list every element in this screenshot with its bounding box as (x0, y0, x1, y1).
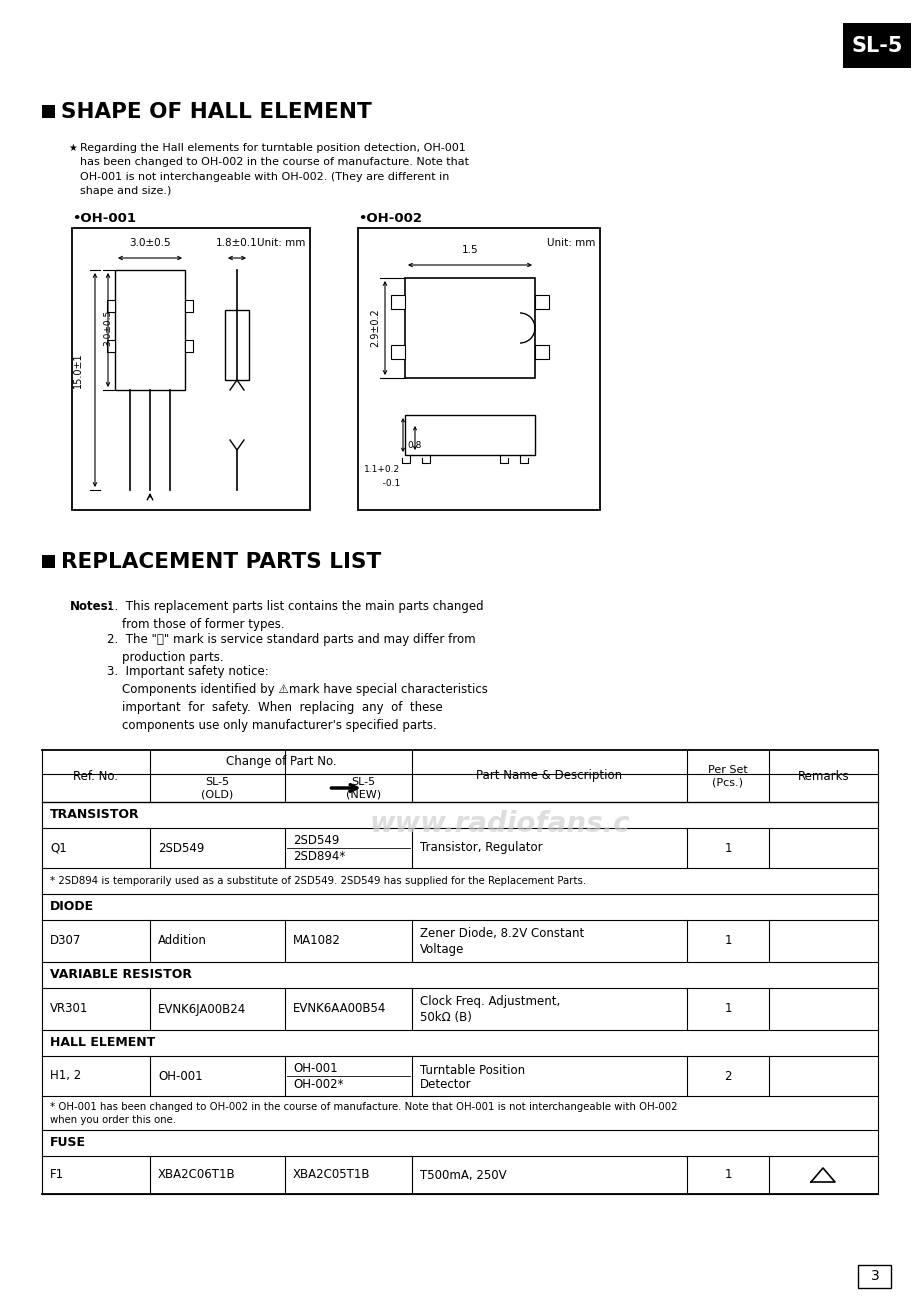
Bar (107, 301, 115, 312)
Bar (857, 1265, 890, 1288)
Text: when you order this one.: when you order this one. (50, 1115, 176, 1125)
Text: XBA2C06T1B: XBA2C06T1B (158, 1168, 235, 1181)
Text: Unit: mm: Unit: mm (546, 238, 595, 248)
Text: REPLACEMENT PARTS LIST: REPLACEMENT PARTS LIST (61, 552, 380, 572)
Text: 1: 1 (723, 1003, 731, 1016)
Text: 2SD549: 2SD549 (158, 842, 204, 855)
Text: DIODE: DIODE (50, 900, 94, 913)
Bar (107, 340, 115, 353)
Bar (357, 228, 599, 510)
Text: MA1082: MA1082 (292, 934, 341, 947)
Text: 1.5: 1.5 (461, 245, 478, 255)
Bar (391, 295, 404, 310)
Text: 2.9±0.2: 2.9±0.2 (369, 308, 380, 347)
Text: 50kΩ (B): 50kΩ (B) (420, 1011, 471, 1024)
Text: EVNK6AA00B54: EVNK6AA00B54 (292, 1003, 386, 1016)
Text: 2: 2 (723, 1069, 731, 1082)
Text: Unit: mm: Unit: mm (256, 238, 305, 248)
Text: * OH-001 has been changed to OH-002 in the course of manufacture. Note that OH-0: * OH-001 has been changed to OH-002 in t… (50, 1102, 676, 1112)
Bar (225, 310, 249, 380)
Text: Zener Diode, 8.2V Constant: Zener Diode, 8.2V Constant (420, 928, 584, 941)
Text: 1: 1 (723, 934, 731, 947)
Text: Addition: Addition (158, 934, 207, 947)
Text: 3.0±0.5: 3.0±0.5 (103, 310, 112, 346)
Text: Regarding the Hall elements for turntable position detection, OH-001
has been ch: Regarding the Hall elements for turntabl… (80, 143, 469, 196)
Text: H1, 2: H1, 2 (50, 1069, 81, 1082)
Text: SHAPE OF HALL ELEMENT: SHAPE OF HALL ELEMENT (61, 101, 371, 122)
Bar (115, 271, 185, 390)
Text: 2SD894*: 2SD894* (292, 851, 345, 864)
Text: HALL ELEMENT: HALL ELEMENT (50, 1037, 155, 1050)
Text: Remarks: Remarks (797, 769, 848, 782)
Text: OH-001: OH-001 (292, 1062, 337, 1075)
Text: TRANSISTOR: TRANSISTOR (50, 808, 140, 821)
Text: XBA2C05T1B: XBA2C05T1B (292, 1168, 370, 1181)
Text: Notes:: Notes: (70, 600, 113, 613)
Bar (185, 340, 193, 353)
Text: VR301: VR301 (50, 1003, 88, 1016)
Text: T500mA, 250V: T500mA, 250V (420, 1168, 506, 1181)
Text: 3.  Important safety notice:
    Components identified by ⚠mark have special cha: 3. Important safety notice: Components i… (107, 665, 487, 732)
Text: Detector: Detector (420, 1079, 471, 1092)
Text: Q1: Q1 (50, 842, 67, 855)
Text: 1: 1 (723, 1168, 731, 1181)
Bar (42, 556, 55, 569)
Bar (842, 23, 910, 68)
Text: Ref. No.: Ref. No. (74, 769, 119, 782)
Text: FUSE: FUSE (50, 1137, 85, 1150)
Text: 1.  This replacement parts list contains the main parts changed
    from those o: 1. This replacement parts list contains … (107, 600, 483, 631)
Text: 0.8: 0.8 (407, 441, 422, 450)
Text: 1.1+0.2: 1.1+0.2 (364, 466, 400, 475)
Bar (42, 105, 55, 118)
Text: www.radiofans.c: www.radiofans.c (369, 811, 630, 838)
Text: EVNK6JA00B24: EVNK6JA00B24 (158, 1003, 246, 1016)
Text: Part Name & Description: Part Name & Description (476, 769, 622, 782)
Bar (404, 278, 535, 379)
Text: D307: D307 (50, 934, 81, 947)
Text: •OH-001: •OH-001 (72, 212, 136, 225)
Text: 1.8±0.1: 1.8±0.1 (216, 238, 257, 248)
Text: Transistor, Regulator: Transistor, Regulator (420, 842, 542, 855)
Text: 15.0±1: 15.0±1 (73, 353, 83, 388)
Text: OH-001: OH-001 (158, 1069, 202, 1082)
Text: SL-5
(NEW): SL-5 (NEW) (346, 777, 380, 799)
Text: 1: 1 (723, 842, 731, 855)
Text: 3: 3 (869, 1268, 879, 1283)
Text: VARIABLE RESISTOR: VARIABLE RESISTOR (50, 968, 192, 981)
Text: 2SD549: 2SD549 (292, 834, 339, 847)
Text: ★: ★ (68, 143, 76, 154)
Text: SL-5: SL-5 (850, 36, 902, 56)
Text: •OH-002: •OH-002 (357, 212, 422, 225)
Text: F1: F1 (50, 1168, 64, 1181)
Bar (391, 345, 404, 359)
Text: Turntable Position: Turntable Position (420, 1063, 525, 1076)
Text: 3.0±0.5: 3.0±0.5 (129, 238, 171, 248)
Bar (404, 415, 535, 455)
Bar (72, 228, 310, 510)
Text: SL-5
(OLD): SL-5 (OLD) (201, 777, 233, 799)
Text: * 2SD894 is temporarily used as a substitute of 2SD549. 2SD549 has supplied for : * 2SD894 is temporarily used as a substi… (50, 876, 585, 886)
Text: OH-002*: OH-002* (292, 1079, 343, 1092)
Bar (185, 301, 193, 312)
Text: 2.  The "Ⓢ" mark is service standard parts and may differ from
    production pa: 2. The "Ⓢ" mark is service standard part… (107, 634, 475, 664)
Bar (535, 345, 549, 359)
Text: Per Set
(Pcs.): Per Set (Pcs.) (708, 765, 747, 787)
Text: Voltage: Voltage (420, 943, 464, 956)
Bar (535, 295, 549, 310)
Text: -0.1: -0.1 (373, 479, 400, 488)
Text: Clock Freq. Adjustment,: Clock Freq. Adjustment, (420, 995, 560, 1008)
Text: Change of Part No.: Change of Part No. (225, 756, 336, 769)
